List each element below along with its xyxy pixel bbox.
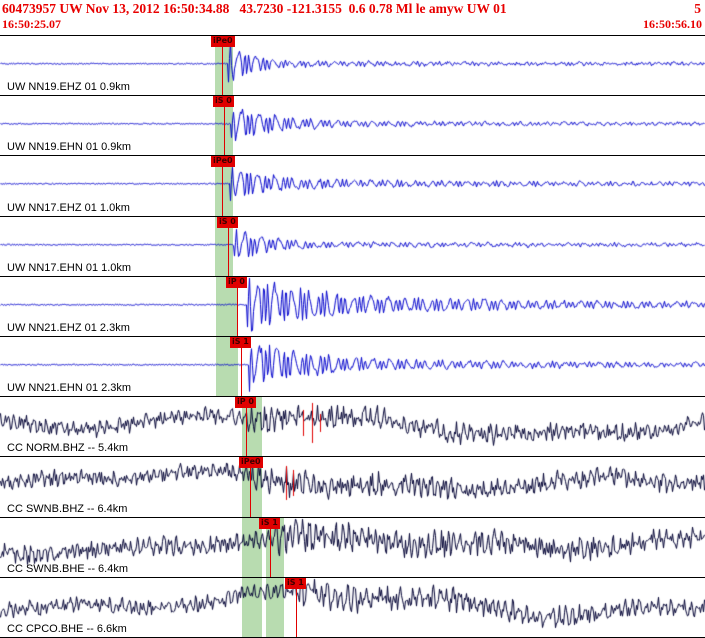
pick-label[interactable]: iS 0	[213, 96, 234, 108]
trace-row[interactable]: CC SWNB.BHE -- 6.4km iS 1	[0, 517, 705, 578]
waveform-canvas[interactable]	[0, 577, 705, 637]
pick-marker-line[interactable]	[237, 276, 238, 336]
pick-marker-line[interactable]	[222, 36, 223, 96]
pick-label[interactable]: iPe0	[211, 36, 235, 47]
trace-list: UW NN19.EHZ 01 0.9km iPe0 UW NN19.EHN 01…	[0, 36, 705, 638]
trace-row[interactable]: CC CPCO.BHE -- 6.6km iS 1	[0, 577, 705, 638]
pick-label[interactable]: iPe0	[239, 457, 263, 469]
trace-row[interactable]: UW NN21.EHN 01 2.3km iS 1	[0, 336, 705, 398]
pick-label[interactable]: iP 0	[226, 276, 247, 288]
waveform-canvas[interactable]	[0, 36, 705, 95]
pick-marker-line[interactable]	[296, 577, 297, 637]
trace-row[interactable]: UW NN19.EHZ 01 0.9km iPe0	[0, 36, 705, 97]
pick-label[interactable]: iPe0	[211, 156, 235, 168]
header-right-number: 5	[694, 1, 701, 16]
trace-label: UW NN17.EHZ 01 1.0km	[7, 201, 130, 214]
trace-label: CC SWNB.BHE -- 6.4km	[7, 562, 129, 575]
trace-row[interactable]: CC NORM.BHZ -- 5.4km iP 0	[0, 397, 705, 458]
pick-marker-line[interactable]	[224, 96, 225, 156]
pick-label[interactable]: iP 0	[235, 397, 256, 409]
trace-label: UW NN21.EHN 01 2.3km	[7, 382, 132, 395]
waveform-canvas[interactable]	[0, 216, 705, 276]
time-window-line: 16:50:25.07 16:50:56.10	[0, 17, 705, 32]
pick-marker-line[interactable]	[241, 336, 242, 397]
trace-label: UW NN17.EHN 01 1.0km	[7, 261, 132, 274]
window-start-time: 16:50:25.07	[2, 17, 61, 31]
event-summary: 60473957 UW Nov 13, 2012 16:50:34.88 43.…	[2, 1, 507, 16]
trace-label: CC CPCO.BHE -- 6.6km	[7, 622, 127, 635]
pick-marker-line[interactable]	[222, 156, 223, 216]
pick-label[interactable]: iS 0	[217, 216, 238, 228]
waveform-canvas[interactable]	[0, 457, 705, 517]
pick-marker-line[interactable]	[228, 216, 229, 276]
pick-marker-line[interactable]	[270, 517, 271, 577]
trace-label: UW NN19.EHZ 01 0.9km	[7, 81, 130, 94]
waveform-canvas[interactable]	[0, 156, 705, 216]
waveform-canvas[interactable]	[0, 96, 705, 156]
trace-row[interactable]: CC SWNB.BHZ -- 6.4km iPe0	[0, 457, 705, 518]
trace-label: CC SWNB.BHZ -- 6.4km	[7, 502, 128, 515]
trace-label: CC NORM.BHZ -- 5.4km	[7, 442, 128, 455]
trace-row[interactable]: UW NN21.EHZ 01 2.3km iP 0	[0, 276, 705, 337]
pick-marker-line[interactable]	[246, 397, 247, 457]
waveform-canvas[interactable]	[0, 517, 705, 577]
window-end-time: 16:50:56.10	[643, 17, 702, 31]
pick-label[interactable]: iS 1	[285, 577, 306, 589]
pick-marker-line[interactable]	[250, 457, 251, 517]
pick-label[interactable]: iS 1	[230, 336, 251, 348]
trace-label: UW NN19.EHN 01 0.9km	[7, 141, 132, 154]
trace-row[interactable]: UW NN17.EHZ 01 1.0km iPe0	[0, 156, 705, 217]
header: 60473957 UW Nov 13, 2012 16:50:34.88 43.…	[0, 0, 705, 36]
pick-label[interactable]: iS 1	[259, 517, 280, 529]
trace-row[interactable]: UW NN17.EHN 01 1.0km iS 0	[0, 216, 705, 277]
waveform-canvas[interactable]	[0, 336, 705, 396]
trace-label: UW NN21.EHZ 01 2.3km	[7, 321, 130, 334]
waveform-canvas[interactable]	[0, 276, 705, 336]
waveform-canvas[interactable]	[0, 397, 705, 457]
event-header-line: 60473957 UW Nov 13, 2012 16:50:34.88 43.…	[0, 0, 705, 17]
trace-row[interactable]: UW NN19.EHN 01 0.9km iS 0	[0, 96, 705, 157]
